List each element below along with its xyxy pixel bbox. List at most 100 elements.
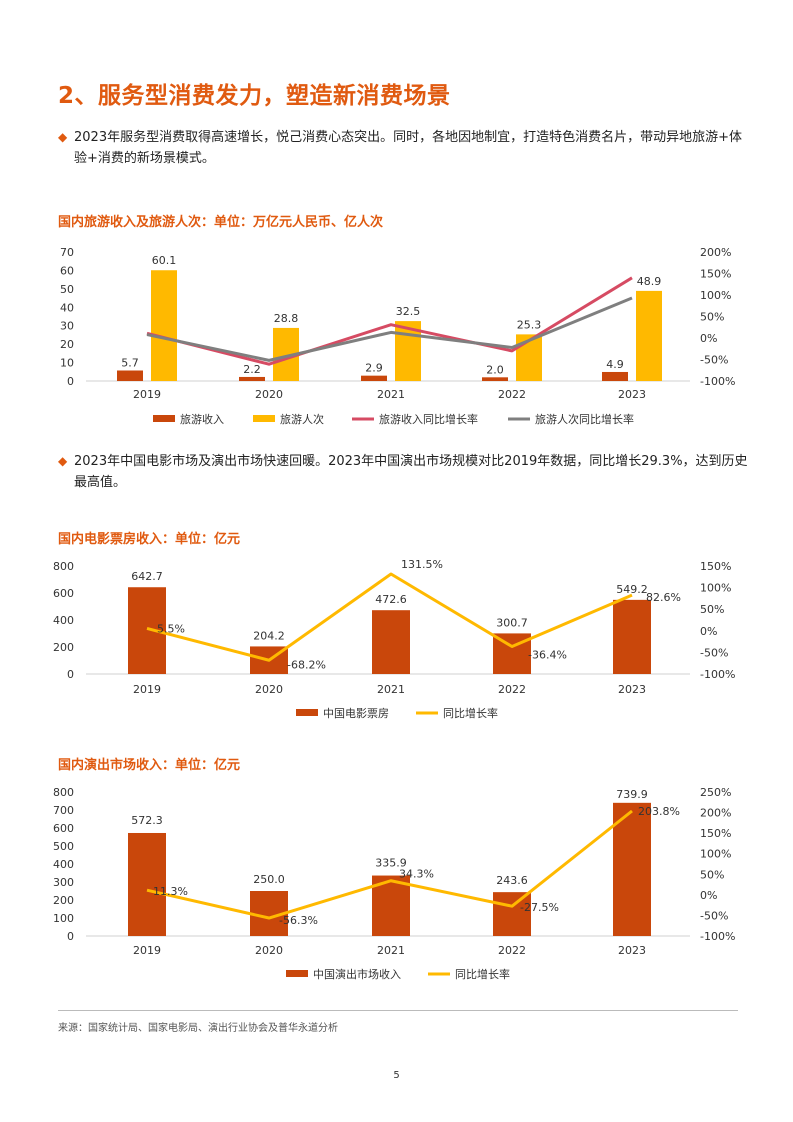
x-axis-tick-label: 2019 (133, 944, 161, 957)
y2-axis-tick-label: 250% (700, 786, 731, 799)
y-axis-tick-label: 100 (53, 912, 74, 925)
y-axis-tick-label: 400 (53, 614, 74, 627)
y2-axis-tick-label: -50% (700, 909, 728, 922)
y-axis-tick-label: 200 (53, 894, 74, 907)
bar (117, 370, 143, 381)
y2-axis-tick-label: 0% (700, 625, 717, 638)
page-number: 5 (393, 1070, 400, 1081)
y2-axis-tick-label: 0% (700, 889, 717, 902)
bar (493, 892, 531, 936)
bar-data-label: 2.0 (486, 363, 504, 376)
series-line (146, 572, 633, 662)
bar-data-label: 549.2 (616, 583, 648, 596)
y-axis-tick-label: 200 (53, 641, 74, 654)
y-axis-tick-label: 500 (53, 840, 74, 853)
y-axis-tick-label: 50 (60, 283, 74, 296)
bar (482, 377, 508, 381)
legend-bar-swatch (296, 709, 318, 716)
line-data-label: -36.4% (528, 649, 567, 662)
x-axis-tick-label: 2021 (377, 683, 405, 696)
y2-axis-tick-label: -100% (700, 375, 735, 388)
x-axis-tick-label: 2019 (133, 683, 161, 696)
x-axis-tick-label: 2023 (618, 944, 646, 957)
y2-axis-tick-label: 100% (700, 289, 731, 302)
line-data-label: 34.3% (399, 868, 434, 881)
chart-title-box-office: 国内电影票房收入：单位：亿元 (58, 532, 241, 547)
x-axis-tick-label: 2021 (377, 388, 405, 401)
x-axis-tick-label: 2019 (133, 388, 161, 401)
y2-axis-tick-label: 50% (700, 311, 724, 324)
bar-data-label: 60.1 (152, 254, 177, 267)
legend-label: 同比增长率 (455, 967, 510, 981)
bar (239, 376, 265, 381)
x-axis-tick-label: 2021 (377, 944, 405, 957)
legend-label: 同比增长率 (443, 706, 498, 720)
legend-bar-swatch (286, 970, 308, 977)
bar-data-label: 335.9 (375, 857, 407, 870)
bar (151, 270, 177, 381)
diamond-bullet-icon: ◆ (58, 130, 68, 144)
chart-title-tourism: 国内旅游收入及旅游人次：单位：万亿元人民币、亿人次 (58, 215, 384, 230)
y-axis-tick-label: 0 (67, 930, 74, 943)
bar-data-label: 5.7 (121, 356, 139, 369)
y2-axis-tick-label: 150% (700, 560, 731, 573)
source-note: 来源：国家统计局、国家电影局、演出行业协会及普华永道分析 (58, 1023, 338, 1034)
legend-label: 旅游人次 (280, 412, 324, 426)
bar-data-label: 25.3 (517, 318, 542, 331)
legend-bar-swatch (253, 415, 275, 422)
y2-axis-tick-label: -100% (700, 930, 735, 943)
y-axis-tick-label: 800 (53, 560, 74, 573)
bullet-text-2: 2023年中国电影市场及演出市场快速回暖。2023年中国演出市场规模对比2019… (74, 454, 748, 490)
legend-label: 中国电影票房 (323, 707, 389, 720)
y-axis-tick-label: 40 (60, 301, 74, 314)
divider (58, 1010, 738, 1011)
x-axis-tick-label: 2020 (255, 944, 283, 957)
y-axis-tick-label: 30 (60, 320, 74, 333)
page-title: 2、服务型消费发力，塑造新消费场景 (58, 83, 451, 109)
legend-bar-swatch (153, 415, 175, 422)
bar-data-label: 2.9 (365, 362, 383, 375)
x-axis-tick-label: 2022 (498, 683, 526, 696)
line-data-label: -56.3% (279, 914, 318, 927)
series-line (146, 296, 633, 362)
line-data-label: 82.6% (646, 591, 681, 604)
y2-axis-tick-label: -100% (700, 668, 735, 681)
y-axis-tick-label: 600 (53, 822, 74, 835)
y-axis-tick-label: 0 (67, 668, 74, 681)
bullet-paragraph-2: ◆ 2023年中国电影市场及演出市场快速回暖。2023年中国演出市场规模对比20… (58, 451, 748, 493)
x-axis-tick-label: 2020 (255, 388, 283, 401)
y-axis-tick-label: 700 (53, 804, 74, 817)
bar-data-label: 32.5 (396, 305, 421, 318)
y2-axis-tick-label: -50% (700, 354, 728, 367)
bar (602, 371, 628, 381)
y2-axis-tick-label: 50% (700, 868, 724, 881)
y2-axis-tick-label: 50% (700, 603, 724, 616)
bullet-text-1: 2023年服务型消费取得高速增长，悦己消费心态突出。同时，各地因地制宜，打造特色… (74, 130, 742, 166)
legend-label: 旅游收入同比增长率 (379, 412, 478, 426)
bar-data-label: 204.2 (253, 629, 285, 642)
y2-axis-tick-label: -50% (700, 646, 728, 659)
y-axis-tick-label: 70 (60, 246, 74, 259)
y-axis-tick-label: 800 (53, 786, 74, 799)
line-data-label: -27.5% (520, 901, 559, 914)
y2-axis-tick-label: 200% (700, 246, 731, 259)
bar (613, 802, 651, 936)
bullet-paragraph-1: ◆ 2023年服务型消费取得高速增长，悦己消费心态突出。同时，各地因地制宜，打造… (58, 127, 748, 169)
bar-data-label: 28.8 (274, 312, 299, 325)
y2-axis-tick-label: 100% (700, 848, 731, 861)
bar-data-label: 2.2 (243, 363, 261, 376)
legend-label: 中国演出市场收入 (313, 967, 401, 981)
x-axis-tick-label: 2022 (498, 944, 526, 957)
y-axis-tick-label: 20 (60, 338, 74, 351)
x-axis-tick-label: 2022 (498, 388, 526, 401)
bar (636, 290, 662, 381)
y2-axis-tick-label: 100% (700, 582, 731, 595)
y2-axis-tick-label: 0% (700, 332, 717, 345)
chart-title-performance: 国内演出市场收入：单位：亿元 (58, 758, 241, 773)
bar-data-label: 472.6 (375, 593, 407, 606)
line-data-label: 203.8% (638, 805, 680, 818)
series-line (146, 276, 633, 366)
bar-data-label: 642.7 (131, 570, 163, 583)
y-axis-tick-label: 300 (53, 876, 74, 889)
diamond-bullet-icon: ◆ (58, 454, 68, 468)
